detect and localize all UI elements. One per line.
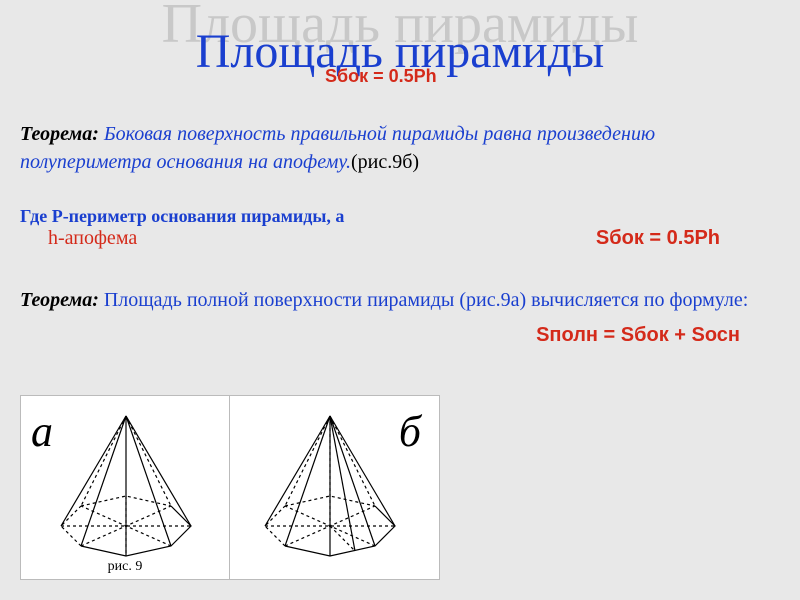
content-area: Теорема: Боковая поверхность правильной …: [20, 120, 780, 314]
theorem2-label: Теорема:: [20, 289, 99, 311]
formula-top: Sбок = 0.5Ph: [325, 66, 437, 87]
figure-caption: рис. 9: [108, 559, 143, 575]
theorem-1: Теорема: Боковая поверхность правильной …: [20, 120, 780, 176]
where-text: Где Р-периметр основания пирамиды, а: [20, 206, 780, 227]
where-block: Где Р-периметр основания пирамиды, а h-а…: [20, 206, 780, 250]
figure-a: а рис. 9: [20, 395, 230, 580]
formula-full: Sполн = Sбок + Sосн: [536, 324, 740, 347]
theorem2-text: Площадь полной поверхности пирамиды (рис…: [104, 289, 748, 311]
figures-container: а рис. 9: [20, 395, 440, 580]
theorem-2: Теорема: Площадь полной поверхности пира…: [20, 286, 780, 314]
theorem1-ref: (рис.9б): [351, 151, 419, 173]
pyramid-a-svg: [21, 396, 231, 581]
theorem1-text: Боковая поверхность правильной пирамиды …: [20, 123, 655, 173]
figure-b: б: [230, 395, 440, 580]
formula-side: Sбок = 0.5Ph: [596, 227, 720, 250]
apothem-row: h-апофема Sбок = 0.5Ph: [20, 227, 780, 250]
theorem1-label: Теорема:: [20, 123, 99, 145]
pyramid-b-svg: [230, 396, 440, 581]
